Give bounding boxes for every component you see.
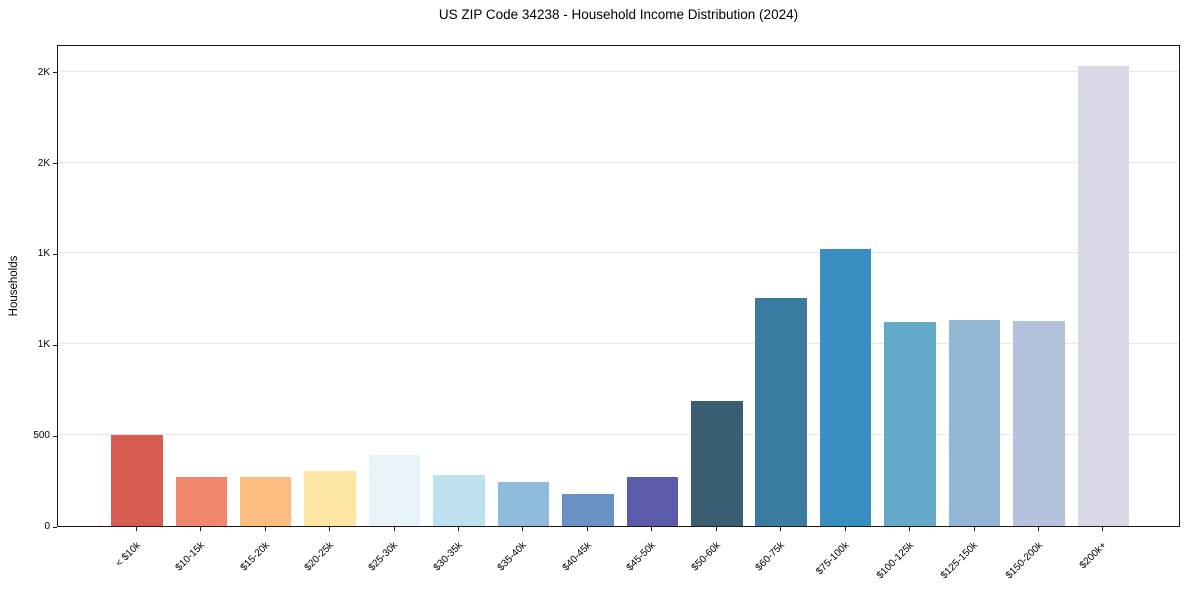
- y-tick-label-2K: 2K: [37, 157, 50, 169]
- bar-$60-75k: [755, 297, 807, 526]
- gridline-y-1K: [58, 343, 1179, 345]
- x-tick-mark-$25-30k: [393, 527, 395, 531]
- y-tick-mark-2K: [53, 163, 57, 164]
- y-tick-mark-0: [53, 526, 57, 528]
- bar-$100-125k: [884, 321, 936, 526]
- bar-$10-15k: [175, 476, 227, 526]
- x-tick-mark-$60-75k: [780, 527, 782, 531]
- x-tick-label-$200k+: $200k+: [1077, 540, 1110, 572]
- y-tick-mark-2K: [53, 72, 57, 74]
- x-tick-mark-$100-125k: [909, 527, 911, 531]
- x-tick-mark-$20-25k: [329, 527, 331, 531]
- y-tick-mark-1K: [53, 344, 57, 346]
- bar-$40-45k: [562, 494, 614, 526]
- x-tick-mark-$75-100k: [844, 527, 846, 531]
- y-axis-label: Households: [8, 255, 20, 317]
- x-tick-mark-$125-150k: [973, 527, 975, 531]
- gridline-y-500: [58, 434, 1179, 436]
- x-tick-mark-$45-50k: [651, 527, 653, 531]
- x-tick-mark-$10-15k: [200, 527, 202, 531]
- gridline-y-1K: [58, 252, 1179, 254]
- gridline-y-2K: [58, 161, 1179, 163]
- bar-$30-35k: [433, 474, 485, 526]
- bar-< $10k: [111, 435, 163, 526]
- bar-$75-100k: [819, 248, 872, 526]
- bar-$125-150k: [948, 320, 1001, 526]
- y-tick-label-1K: 1K: [37, 339, 50, 351]
- x-tick-label-anchor: $200k+: [881, 535, 1109, 571]
- bar-$50-60k: [691, 401, 743, 526]
- x-tick-mark-$40-45k: [586, 527, 588, 531]
- bar-$35-40k: [497, 481, 550, 526]
- y-tick-mark-500: [53, 435, 57, 437]
- y-tick-mark-1K: [53, 253, 57, 255]
- y-tick-label-0: 0: [44, 521, 50, 532]
- x-tick-mark-$35-40k: [522, 527, 524, 531]
- chart-title: US ZIP Code 34238 - Household Income Dis…: [438, 7, 799, 22]
- y-tick-label-2K: 2K: [37, 66, 50, 78]
- bar-$45-50k: [626, 477, 679, 526]
- bar-$15-20k: [239, 477, 292, 526]
- x-tick-mark-< $10k: [135, 527, 137, 531]
- x-tick-mark-$15-20k: [264, 527, 266, 531]
- x-tick-mark-$30-35k: [458, 527, 459, 531]
- bar-$200k+: [1077, 66, 1130, 526]
- bar-$25-30k: [368, 454, 421, 526]
- bar-$150-200k: [1013, 321, 1065, 526]
- gridline-y-2K: [58, 70, 1179, 72]
- x-tick-mark-$150-200k: [1038, 527, 1039, 531]
- plot-area: [57, 45, 1180, 527]
- x-tick-mark-$200k+: [1102, 527, 1104, 531]
- bar-$20-25k: [304, 470, 356, 526]
- y-tick-label-500: 500: [33, 430, 50, 442]
- x-tick-mark-$50-60k: [715, 527, 717, 531]
- y-tick-label-1K: 1K: [37, 248, 50, 260]
